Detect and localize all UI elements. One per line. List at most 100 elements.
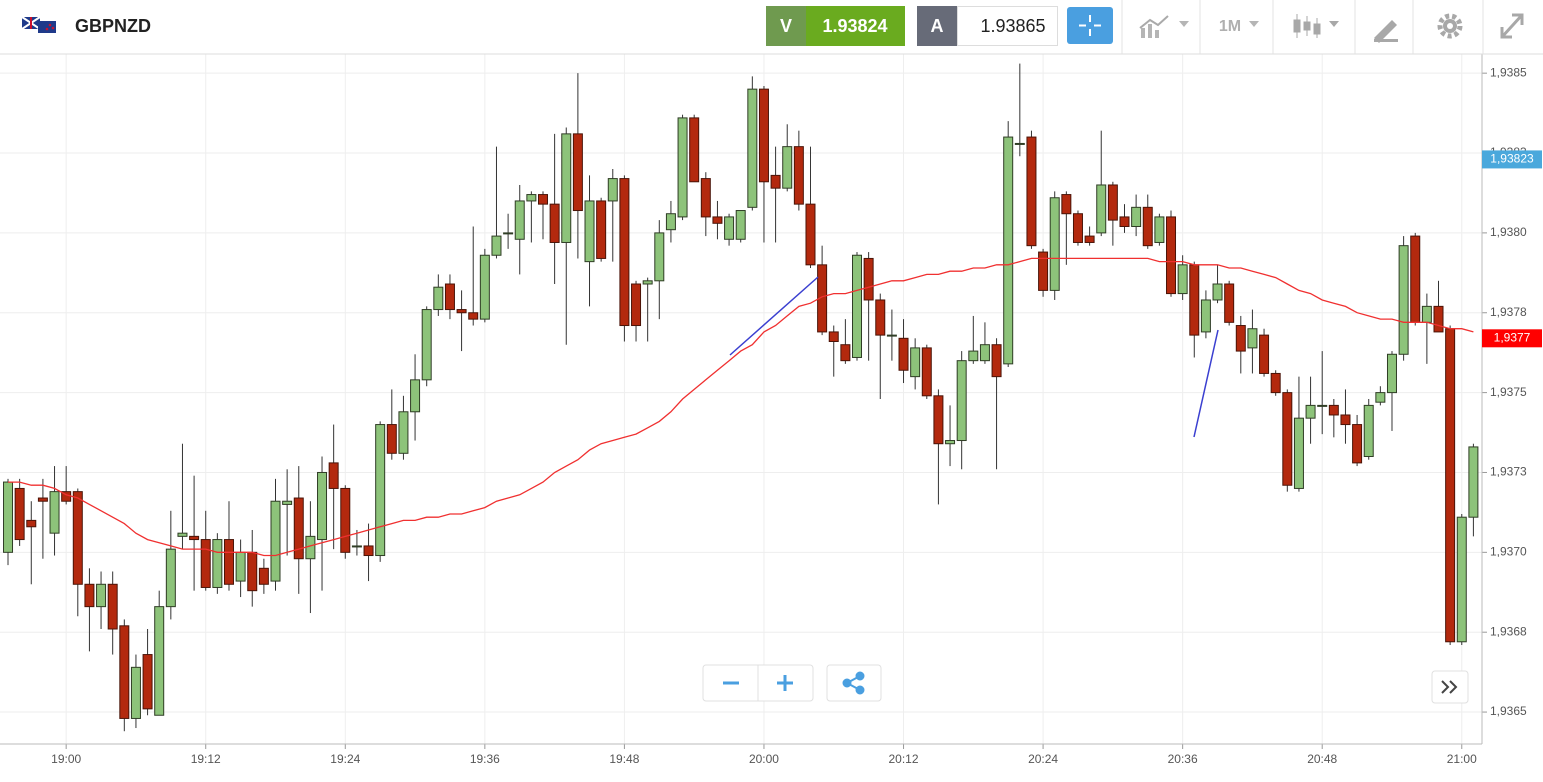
candle-body xyxy=(49,491,60,534)
candle-body xyxy=(1038,251,1049,291)
candle-body xyxy=(398,411,409,454)
zoom-in[interactable] xyxy=(777,675,793,691)
symbol: GBPNZD xyxy=(75,16,151,36)
candle-body xyxy=(991,344,1002,378)
candle-body xyxy=(1177,264,1188,295)
candle-body xyxy=(165,548,176,608)
y-tick-label: 1,9370 xyxy=(1490,545,1527,559)
scroll-end-icon xyxy=(1441,680,1458,694)
candle-body xyxy=(886,334,897,337)
candle-body xyxy=(491,235,502,256)
candle-body xyxy=(852,254,863,358)
candle-body xyxy=(1386,353,1397,394)
candle-body xyxy=(1363,404,1374,457)
candle-body xyxy=(863,257,874,301)
indicator-button[interactable] xyxy=(1139,15,1189,38)
candle-body xyxy=(293,497,304,560)
timeframe[interactable]: 1M xyxy=(1219,18,1241,35)
timeframe-caret xyxy=(1249,21,1259,27)
candle-body xyxy=(724,216,735,240)
y-tick-label: 1,9378 xyxy=(1490,305,1527,319)
candle-body xyxy=(828,331,839,342)
candle-body xyxy=(305,535,316,560)
candle-body xyxy=(72,491,83,585)
candle-body xyxy=(84,583,95,608)
x-tick-label: 20:36 xyxy=(1168,752,1198,766)
candle-body xyxy=(1468,446,1479,518)
candle-body xyxy=(340,487,351,553)
chart-type-button[interactable] xyxy=(1293,14,1339,38)
candle-body xyxy=(945,440,956,445)
candle-body xyxy=(700,178,711,218)
price-tag-label: 1,93823 xyxy=(1490,152,1534,166)
candle-body xyxy=(468,312,479,320)
candle-body xyxy=(154,606,165,716)
candle-body xyxy=(14,487,25,541)
candle-body xyxy=(1096,184,1107,234)
flag-icon xyxy=(21,16,56,33)
candle-body xyxy=(1410,235,1421,323)
candle-body xyxy=(1282,392,1293,486)
candle-body xyxy=(840,344,851,362)
buy-button[interactable] xyxy=(917,6,957,46)
settings-button[interactable] xyxy=(1437,13,1463,39)
sell-price-box[interactable] xyxy=(806,6,905,46)
sell-label: V xyxy=(780,16,792,36)
buy-price-box[interactable] xyxy=(957,6,1058,46)
candle-body xyxy=(514,200,525,240)
candle-body xyxy=(619,178,630,327)
candle-body xyxy=(689,117,700,183)
x-tick-label: 20:48 xyxy=(1307,752,1337,766)
crosshair-icon xyxy=(1079,15,1101,36)
candle-body xyxy=(933,395,944,445)
candle-body xyxy=(317,471,328,541)
candle-body xyxy=(817,264,828,333)
candle-body xyxy=(26,519,37,528)
candle-body xyxy=(1131,206,1142,227)
candle-body xyxy=(1445,328,1456,643)
candle-body xyxy=(96,583,107,608)
draw-button[interactable] xyxy=(1374,20,1398,43)
fullscreen-button[interactable] xyxy=(1500,13,1524,39)
candle-body xyxy=(258,567,269,585)
moving-average-line xyxy=(8,257,1474,557)
x-tick-label: 19:24 xyxy=(330,752,360,766)
candle-body xyxy=(537,194,548,205)
candle-body xyxy=(421,309,432,381)
share-button[interactable] xyxy=(826,664,882,702)
scroll-end-button[interactable] xyxy=(1431,670,1469,704)
sell-button[interactable] xyxy=(766,6,806,46)
candle-body xyxy=(1398,245,1409,355)
share-icon xyxy=(842,671,865,695)
candle-body xyxy=(444,283,455,311)
x-tick-label: 20:24 xyxy=(1028,752,1058,766)
x-tick-label: 19:36 xyxy=(470,752,500,766)
header: GBPNZD V 1.93824 A 1.93865 1M xyxy=(0,0,1543,55)
candle-body xyxy=(386,424,397,454)
candle-body xyxy=(665,213,676,231)
candle-body xyxy=(758,88,769,183)
crosshair-button[interactable] xyxy=(1067,7,1113,44)
candle-body xyxy=(805,203,816,266)
candle-body xyxy=(898,337,909,371)
candle-body xyxy=(1259,334,1270,374)
x-tick-label: 19:12 xyxy=(191,752,221,766)
candle-body xyxy=(328,462,339,489)
candle-body xyxy=(223,539,234,585)
x-tick-label: 19:48 xyxy=(609,752,639,766)
buy-label: A xyxy=(931,16,944,36)
zoom-controls xyxy=(702,664,1469,704)
candle-body xyxy=(1421,305,1432,323)
sell-price: 1.93824 xyxy=(822,16,887,36)
candle-body xyxy=(189,535,200,541)
buy-price: 1.93865 xyxy=(980,16,1045,36)
x-tick-label: 20:00 xyxy=(749,752,779,766)
candle-body xyxy=(282,500,293,505)
candle-body xyxy=(1154,216,1165,243)
candle-body xyxy=(1340,414,1351,426)
candle-body xyxy=(1456,516,1467,643)
candle-body xyxy=(596,200,607,259)
candle-body xyxy=(1014,142,1025,145)
candle-body xyxy=(1072,213,1083,243)
y-tick-label: 1,9365 xyxy=(1490,704,1527,718)
